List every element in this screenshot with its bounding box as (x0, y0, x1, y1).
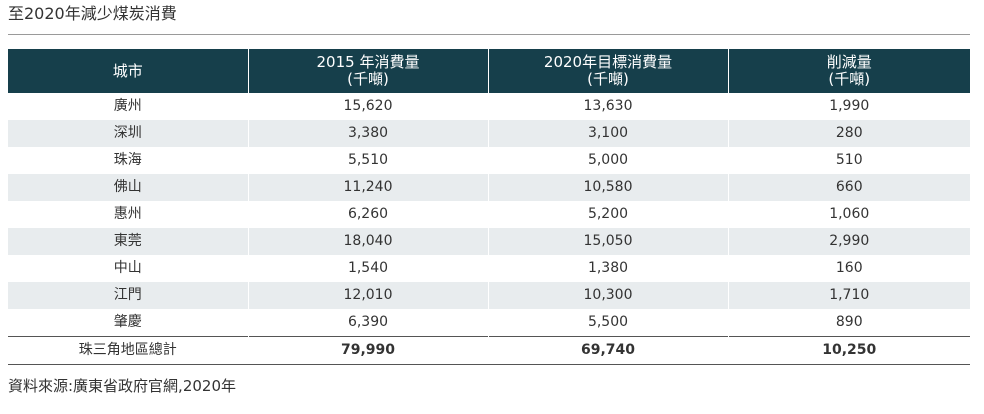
table-row: 珠海 5,510 5,000 510 (8, 147, 970, 174)
cell-consumption-2015: 5,510 (248, 147, 489, 174)
cell-consumption-2015: 18,040 (248, 228, 489, 255)
cell-consumption-2015: 3,380 (248, 120, 489, 147)
cell-consumption-2015: 6,260 (248, 201, 489, 228)
header-reduction-label: 削減量 (826, 53, 872, 71)
header-target-2020-label: 2020年目標消費量 (543, 53, 673, 71)
table-row: 佛山 11,240 10,580 660 (8, 174, 970, 201)
table-row: 肇慶 6,390 5,500 890 (8, 309, 970, 337)
cell-city: 江門 (8, 282, 249, 309)
total-row: 珠三角地區總計 79,990 69,740 10,250 (8, 336, 970, 365)
cell-target-2020: 13,630 (488, 93, 729, 120)
total-label: 珠三角地區總計 (8, 336, 249, 365)
total-consumption-2015: 79,990 (248, 336, 489, 365)
cell-target-2020: 5,000 (488, 147, 729, 174)
cell-consumption-2015: 15,620 (248, 93, 489, 120)
cell-target-2020: 1,380 (488, 255, 729, 282)
cell-city: 深圳 (8, 120, 249, 147)
cell-reduction: 890 (835, 314, 863, 330)
header-target-2020: 2020年目標消費量 (千噸) (488, 49, 729, 93)
total-reduction: 10,250 (728, 336, 970, 365)
coal-consumption-table: 城市 2015 年消費量 (千噸) 2020年目標消費量 (千噸) 削減量 (千… (8, 49, 970, 365)
cell-target-2020: 5,500 (488, 309, 729, 337)
header-reduction-unit: (千噸) (828, 70, 871, 88)
header-consumption-2015-unit: (千噸) (347, 70, 389, 88)
cell-reduction: 2,990 (728, 228, 970, 255)
header-target-2020-unit: (千噸) (587, 70, 629, 88)
cell-city: 東莞 (8, 228, 249, 255)
cell-city: 肇慶 (8, 309, 249, 337)
header-consumption-2015: 2015 年消費量 (千噸) (248, 49, 489, 93)
cell-city: 珠海 (8, 147, 249, 174)
cell-reduction: 1,060 (829, 206, 870, 222)
cell-city: 廣州 (8, 93, 249, 120)
table-header-row: 城市 2015 年消費量 (千噸) 2020年目標消費量 (千噸) 削減量 (千… (8, 49, 970, 93)
cell-reduction: 510 (835, 152, 863, 168)
cell-reduction: 1,990 (829, 98, 870, 114)
table-row: 中山 1,540 1,380 160 (8, 255, 970, 282)
title-divider (8, 34, 970, 35)
source-note: 資料來源:廣東省政府官網,2020年 (8, 377, 236, 395)
page-title: 至2020年減少煤炭消費 (8, 4, 177, 23)
header-city-label: 城市 (112, 61, 143, 80)
table-row: 江門 12,010 10,300 1,710 (8, 282, 970, 309)
cell-consumption-2015: 12,010 (248, 282, 489, 309)
cell-target-2020: 10,300 (488, 282, 729, 309)
table-row: 廣州 15,620 13,630 1,990 (8, 93, 970, 120)
cell-reduction: 1,710 (728, 282, 970, 309)
cell-reduction: 280 (728, 120, 970, 147)
header-consumption-2015-label: 2015 年消費量 (316, 53, 420, 71)
cell-target-2020: 15,050 (488, 228, 729, 255)
cell-target-2020: 5,200 (488, 201, 729, 228)
cell-target-2020: 10,580 (488, 174, 729, 201)
cell-consumption-2015: 11,240 (248, 174, 489, 201)
header-city: 城市 (8, 49, 249, 93)
table-row: 惠州 6,260 5,200 1,060 (8, 201, 970, 228)
cell-city: 佛山 (8, 174, 249, 201)
cell-consumption-2015: 6,390 (248, 309, 489, 337)
header-reduction: 削減量 (千噸) (728, 49, 970, 93)
cell-reduction: 660 (728, 174, 970, 201)
cell-consumption-2015: 1,540 (248, 255, 489, 282)
table-row: 東莞 18,040 15,050 2,990 (8, 228, 970, 255)
total-target-2020: 69,740 (488, 336, 729, 365)
cell-target-2020: 3,100 (488, 120, 729, 147)
cell-city: 惠州 (8, 201, 249, 228)
cell-city: 中山 (8, 255, 249, 282)
cell-reduction: 160 (835, 260, 863, 276)
table-row: 深圳 3,380 3,100 280 (8, 120, 970, 147)
